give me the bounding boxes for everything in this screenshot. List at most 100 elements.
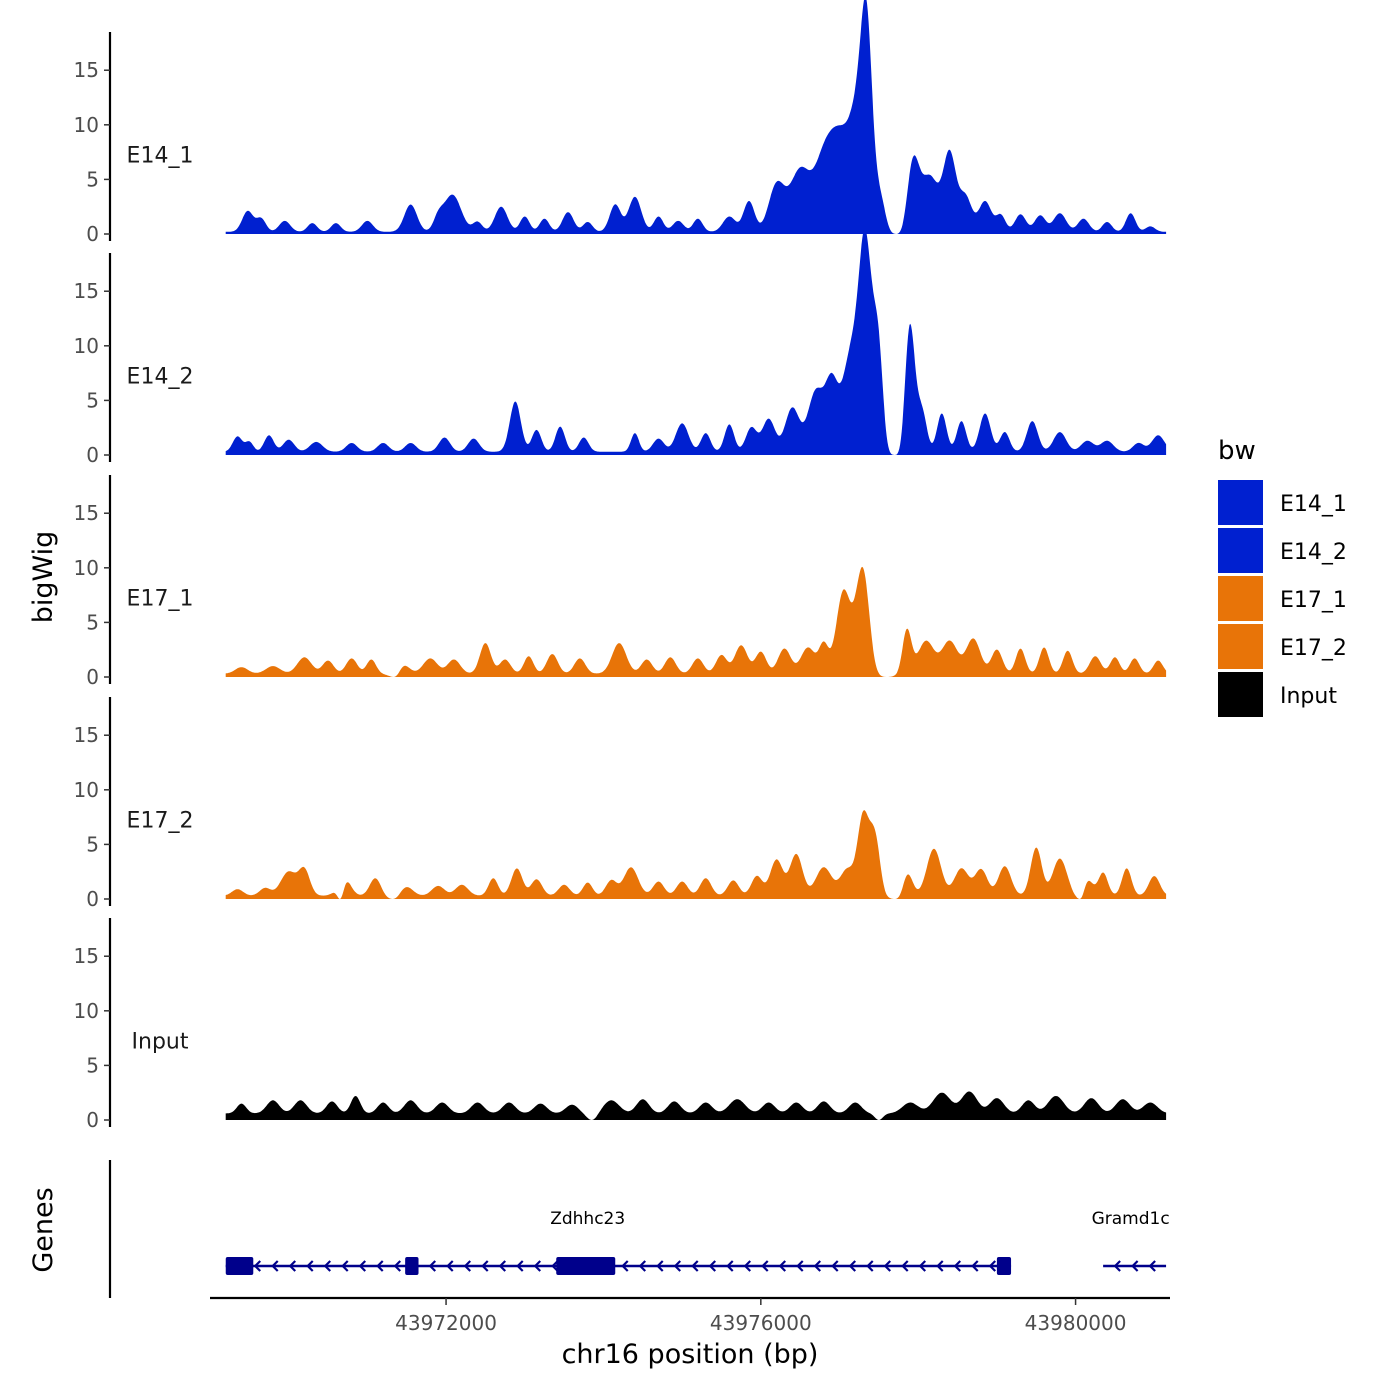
strand-arrow xyxy=(621,1260,629,1272)
gene-label: Gramd1c xyxy=(1092,1209,1170,1229)
strand-arrow xyxy=(253,1260,262,1272)
track-panel-e17-1: 0 5 10 15 E17_1 xyxy=(74,475,1167,689)
strand-arrow xyxy=(393,1260,402,1272)
legend-swatch xyxy=(1218,624,1263,669)
track-panel-e14-2: 0 5 10 15 E14_2 xyxy=(74,228,1167,467)
panel-label: E17_1 xyxy=(127,586,194,611)
signal-area-input xyxy=(225,1091,1167,1120)
strand-arrow xyxy=(428,1260,437,1272)
y-tick-label: 0 xyxy=(86,222,99,246)
strand-arrow xyxy=(533,1260,542,1272)
legend-entry-e17-2: E17_2 xyxy=(1218,624,1347,669)
y-tick-label: 10 xyxy=(74,999,99,1023)
y-tick-label: 0 xyxy=(86,443,99,467)
gene-exon xyxy=(996,1257,1012,1275)
gene-track: Zdhhc23 Gramd1c xyxy=(108,1160,1170,1298)
y-tick-label: 10 xyxy=(74,334,99,358)
y-tick-label: 5 xyxy=(86,388,99,412)
strand-arrow xyxy=(288,1260,297,1272)
x-tick-label: 43972000 xyxy=(395,1311,497,1335)
panel-label: E14_2 xyxy=(127,364,194,389)
legend-label: Input xyxy=(1280,684,1337,709)
track-panels: 0 5 10 15 E14_1 0 5 10 15 E14_2 0 5 10 15 E17_1 0 5 10 15 E… xyxy=(74,0,1167,1132)
gene-exon xyxy=(225,1257,254,1275)
legend-entry-e17-1: E17_1 xyxy=(1218,576,1347,621)
strand-arrow xyxy=(551,1260,559,1272)
legend: bw E14_1 E14_2 E17_1 E17_2 Input xyxy=(1218,436,1347,717)
y-tick-label: 0 xyxy=(86,887,99,911)
strand-arrow xyxy=(883,1260,892,1272)
strand-arrow xyxy=(988,1260,997,1272)
gene-exon xyxy=(405,1257,419,1275)
x-tick-label: 43980000 xyxy=(1025,1311,1127,1335)
genes-track-label: Genes xyxy=(28,1187,59,1272)
y-tick-label: 10 xyxy=(74,556,99,580)
strand-arrow xyxy=(1131,1260,1139,1272)
panel-label: Input xyxy=(132,1029,189,1054)
strand-arrow xyxy=(936,1260,944,1272)
legend-swatch xyxy=(1218,672,1263,717)
strand-arrow xyxy=(323,1260,332,1272)
y-tick-label: 5 xyxy=(86,1053,99,1077)
strand-arrow xyxy=(691,1260,699,1272)
strand-arrow xyxy=(708,1260,717,1272)
gene-zdhhc23: Zdhhc23 xyxy=(225,1209,1012,1275)
strand-arrow xyxy=(463,1260,472,1272)
strand-arrow xyxy=(638,1260,647,1272)
signal-area-e14-2 xyxy=(225,228,1167,455)
x-tick-label: 43976000 xyxy=(710,1311,812,1335)
panel-label: E17_2 xyxy=(127,808,194,833)
legend-label: E17_1 xyxy=(1280,588,1347,613)
y-tick-label: 10 xyxy=(74,113,99,137)
legend-entry-input: Input xyxy=(1218,672,1337,717)
strand-arrow xyxy=(901,1260,909,1272)
legend-title: bw xyxy=(1218,436,1256,466)
gene-gramd1c: Gramd1c xyxy=(1092,1209,1170,1272)
y-tick-label: 5 xyxy=(86,167,99,191)
track-panel-e14-1: 0 5 10 15 E14_1 xyxy=(74,0,1167,246)
strand-arrow xyxy=(271,1260,279,1272)
y-tick-label: 0 xyxy=(86,1108,99,1132)
strand-arrow xyxy=(358,1260,367,1272)
y-tick-label: 0 xyxy=(86,665,99,689)
strand-arrow xyxy=(866,1260,874,1272)
legend-entry-e14-2: E14_2 xyxy=(1218,528,1347,573)
strand-arrow xyxy=(481,1260,489,1272)
legend-label: E14_2 xyxy=(1280,540,1347,565)
gene-exon xyxy=(556,1257,616,1275)
strand-arrow xyxy=(1148,1260,1156,1272)
y-tick-label: 15 xyxy=(74,279,99,303)
panel-label: E14_1 xyxy=(127,143,194,168)
y-tick-label: 5 xyxy=(86,832,99,856)
y-tick-label: 15 xyxy=(74,723,99,747)
y-tick-label: 5 xyxy=(86,610,99,634)
strand-arrow xyxy=(498,1260,507,1272)
strand-arrow xyxy=(971,1260,979,1272)
strand-arrow xyxy=(848,1260,857,1272)
strand-arrow xyxy=(953,1260,962,1272)
x-axis-title: chr16 position (bp) xyxy=(562,1339,819,1370)
signal-area-e17-1 xyxy=(225,566,1167,677)
strand-arrow xyxy=(673,1260,682,1272)
strand-arrow xyxy=(796,1260,804,1272)
strand-arrow xyxy=(341,1260,349,1272)
track-panel-e17-2: 0 5 10 15 E17_2 xyxy=(74,697,1167,911)
track-panel-input: 0 5 10 15 Input xyxy=(74,918,1167,1132)
strand-arrow xyxy=(1113,1260,1121,1272)
strand-arrow xyxy=(778,1260,787,1272)
strand-arrow xyxy=(516,1260,524,1272)
x-axis: 43972000 43976000 43980000 xyxy=(210,1296,1170,1335)
y-tick-label: 10 xyxy=(74,778,99,802)
legend-swatch xyxy=(1218,480,1263,525)
legend-label: E17_2 xyxy=(1280,636,1347,661)
y-axis-title: bigWig xyxy=(28,531,59,624)
y-tick-label: 15 xyxy=(74,501,99,525)
strand-arrow xyxy=(376,1260,384,1272)
strand-arrow xyxy=(743,1260,752,1272)
strand-arrow xyxy=(446,1260,454,1272)
strand-arrow xyxy=(918,1260,927,1272)
legend-entry-e14-1: E14_1 xyxy=(1218,480,1347,525)
strand-arrow xyxy=(656,1260,664,1272)
strand-arrow xyxy=(306,1260,314,1272)
